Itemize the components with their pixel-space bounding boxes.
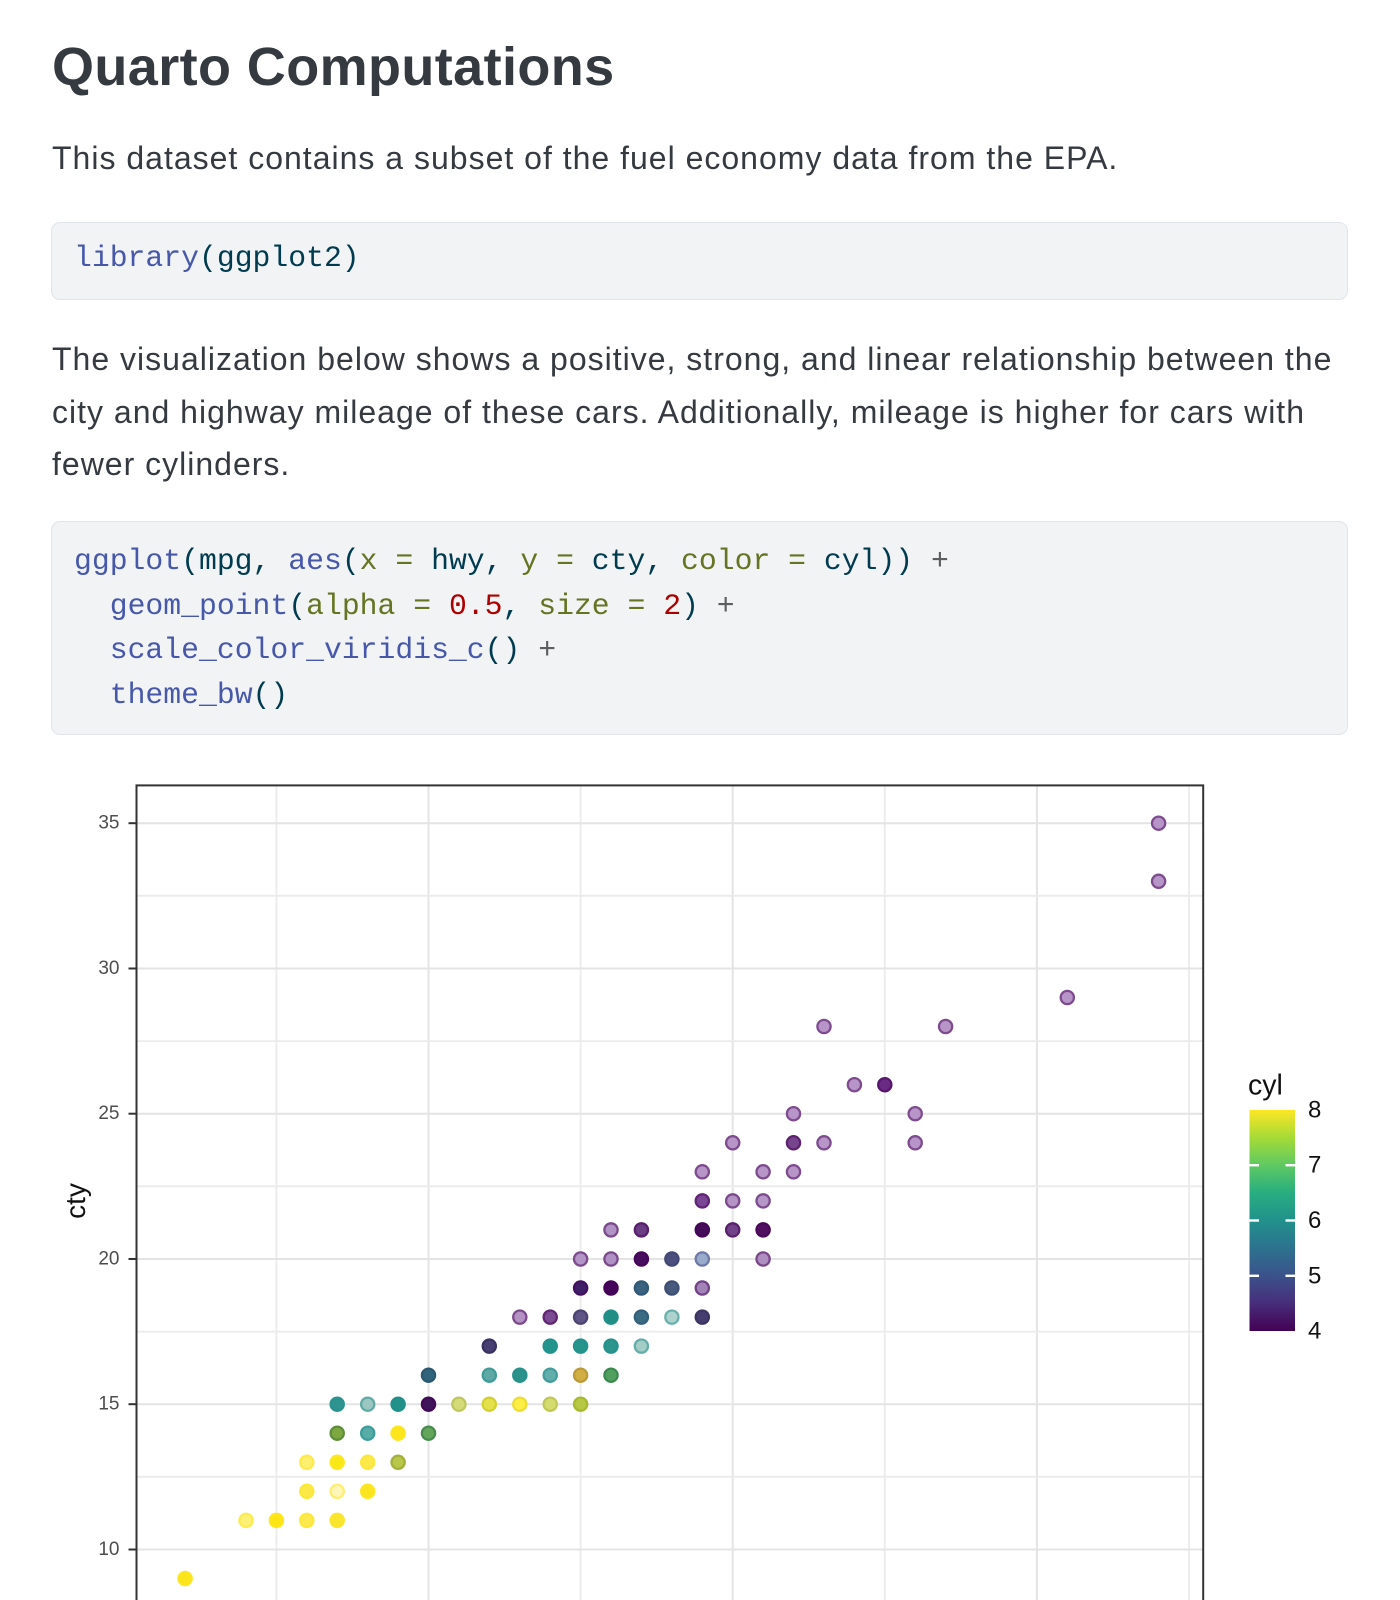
svg-text:20: 20 bbox=[98, 1249, 119, 1270]
svg-text:35: 35 bbox=[98, 813, 119, 834]
svg-text:cyl: cyl bbox=[1248, 1070, 1283, 1102]
svg-text:7: 7 bbox=[1308, 1152, 1321, 1179]
svg-text:6: 6 bbox=[1308, 1207, 1321, 1234]
svg-text:25: 25 bbox=[98, 1103, 119, 1124]
svg-text:5: 5 bbox=[1308, 1262, 1321, 1289]
svg-text:15: 15 bbox=[98, 1394, 119, 1415]
svg-text:8: 8 bbox=[1308, 1097, 1321, 1124]
svg-text:4: 4 bbox=[1308, 1318, 1321, 1345]
svg-text:10: 10 bbox=[98, 1539, 119, 1560]
svg-text:30: 30 bbox=[98, 958, 119, 979]
svg-text:cty: cty bbox=[60, 1183, 91, 1219]
